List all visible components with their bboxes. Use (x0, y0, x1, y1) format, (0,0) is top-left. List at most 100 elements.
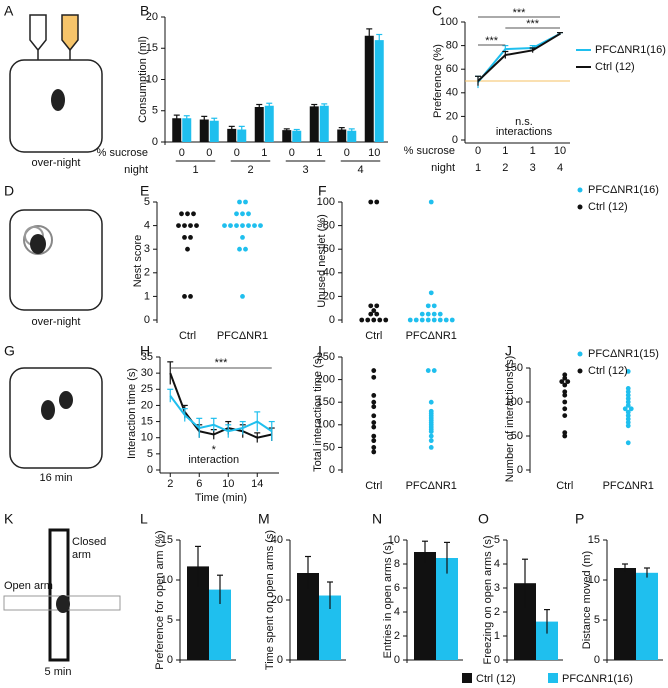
data-point (194, 223, 199, 229)
x-tick-label: 2 (167, 478, 173, 490)
panel-letter: O (478, 511, 489, 527)
data-point (188, 235, 193, 240)
data-point (176, 223, 181, 229)
legend-swatch (577, 351, 583, 357)
x-tick-label: Ctrl (365, 480, 382, 492)
annotation: interactions (496, 126, 553, 138)
caption: 16 min (39, 472, 72, 484)
y-tick-label: 10 (161, 574, 173, 586)
data-point (449, 317, 455, 323)
bar (319, 105, 329, 142)
group-label: 1 (192, 164, 198, 176)
caption: over-night (32, 316, 81, 328)
y-tick-label: 150 (317, 396, 335, 408)
data-point (443, 317, 449, 323)
legend-label: Ctrl (12) (588, 201, 628, 213)
y-axis-label: Preference (%) (432, 44, 444, 118)
panel-letter: N (372, 511, 382, 527)
y-tick-label: 150 (505, 362, 523, 374)
x-tick-label: 1 (261, 147, 267, 159)
caption: 5 min (45, 666, 72, 678)
x-tick-label: 6 (196, 478, 202, 490)
y-axis-label: Unused nestlet (%) (316, 214, 328, 308)
y-tick-label: 0 (394, 654, 400, 666)
data-point (371, 413, 377, 419)
annotation: n.s. (515, 116, 533, 128)
data-point (428, 433, 434, 439)
data-point (431, 317, 437, 323)
data-point (625, 399, 631, 405)
panel-letter: I (318, 343, 322, 359)
data-point (428, 399, 434, 405)
y-tick-label: 20 (141, 399, 153, 411)
y-axis-label: Interaction time (s) (126, 368, 138, 459)
group-label: 2 (502, 162, 508, 174)
illustration-a: A over-night (4, 3, 103, 169)
y-tick-label: 25 (141, 383, 153, 395)
data-point (425, 311, 431, 317)
data-point (185, 211, 190, 217)
legend-label: Ctrl (12) (476, 673, 516, 685)
group-label: 3 (302, 164, 308, 176)
bar (182, 118, 192, 142)
x-tick-label: Ctrl (179, 330, 196, 342)
category-axis-label: % sucrose (97, 147, 148, 159)
data-point (562, 389, 568, 395)
y-tick-label: 20 (446, 110, 458, 122)
y-tick-label: 15 (161, 534, 173, 546)
data-point (179, 211, 184, 217)
legend-swatch (577, 204, 583, 210)
data-point (559, 379, 565, 384)
y-tick-label: 5 (594, 614, 600, 626)
mouse (56, 595, 70, 613)
y-tick-label: 20 (271, 594, 283, 606)
y-tick-label: 10 (388, 534, 400, 546)
data-point (371, 317, 377, 323)
significance: *** (215, 357, 229, 369)
legend-label: PFCΔNR1(16) (595, 44, 666, 56)
y-tick-label: 5 (144, 196, 150, 208)
data-point (428, 445, 434, 450)
x-tick-label: PFCΔNR1 (406, 480, 457, 492)
data-point (371, 404, 377, 410)
y-tick-label: 4 (494, 558, 500, 570)
y-tick-label: 0 (167, 654, 173, 666)
y-tick-label: 100 (317, 196, 335, 208)
panel-letter: J (505, 343, 512, 359)
data-point (359, 317, 365, 323)
data-point (371, 399, 377, 405)
line (169, 372, 272, 439)
y-tick-label: 0 (517, 464, 523, 476)
data-point (374, 303, 380, 309)
data-point (425, 303, 431, 309)
panel-letter: D (4, 183, 14, 199)
bar (227, 128, 237, 142)
y-tick-label: 250 (317, 351, 335, 363)
y-tick-label: 1 (494, 630, 500, 642)
group-label: 4 (557, 162, 563, 174)
data-point (182, 223, 187, 229)
data-point (188, 223, 193, 229)
group-label: 4 (357, 164, 363, 176)
y-tick-label: 20 (323, 290, 335, 302)
data-point (371, 308, 377, 313)
data-point (625, 416, 631, 422)
data-point (562, 382, 568, 388)
data-point (246, 211, 251, 217)
panel-letter: P (575, 511, 584, 527)
data-point (562, 372, 568, 378)
data-point (240, 211, 245, 217)
y-tick-label: 15 (141, 415, 153, 427)
data-point (234, 223, 239, 229)
bottle (29, 14, 47, 60)
y-tick-label: 60 (323, 243, 335, 255)
x-tick-label: 10 (368, 147, 380, 159)
data-point (625, 403, 631, 408)
data-point (625, 396, 631, 401)
data-point (374, 199, 380, 205)
data-point (625, 389, 631, 395)
data-point (368, 311, 374, 317)
data-point (371, 374, 377, 380)
y-tick-label: 40 (446, 87, 458, 99)
